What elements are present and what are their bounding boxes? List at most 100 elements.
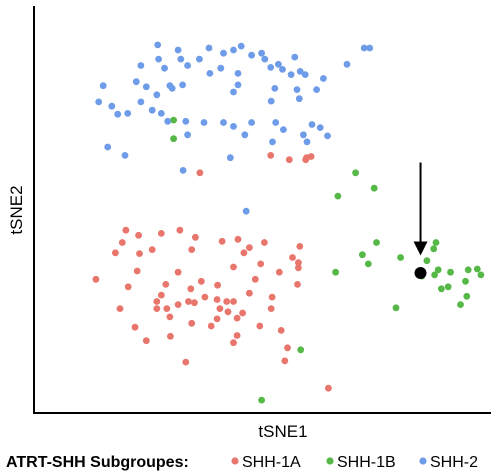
point-shh-1a-25 <box>295 259 302 267</box>
point-shh-1a-14 <box>246 244 253 252</box>
point-shh-1b-13 <box>444 283 452 291</box>
point-shh-1b-7 <box>397 254 404 261</box>
point-shh-2-25 <box>313 86 320 93</box>
point-shh-1a-16 <box>261 239 268 246</box>
point-shh-1a-66 <box>295 264 302 272</box>
point-shh-1a-1 <box>267 152 275 159</box>
point-shh-1a-5 <box>302 156 310 164</box>
point-shh-1a-58 <box>230 339 237 347</box>
legend-swatch-shh-1a <box>231 457 239 465</box>
point-shh-2-65 <box>95 98 103 106</box>
point-shh-2-12 <box>237 42 245 50</box>
point-shh-1a-44 <box>166 313 174 321</box>
point-shh-2-49 <box>220 119 227 126</box>
point-shh-2-20 <box>287 71 295 78</box>
point-shh-2-39 <box>137 98 145 106</box>
point-shh-2-54 <box>280 126 287 133</box>
point-shh-1b-10 <box>432 239 440 246</box>
point-shh-1b-14 <box>464 266 472 274</box>
legend-swatch-shh-1b <box>326 457 334 465</box>
legend-title: ATRT-SHH Subgroupes: <box>6 454 189 471</box>
point-shh-2-19 <box>279 66 286 73</box>
point-shh-2-40 <box>108 102 116 110</box>
point-shh-2-56 <box>300 131 307 139</box>
point-shh-1b-5 <box>373 239 380 246</box>
point-shh-1a-28 <box>257 260 265 268</box>
point-shh-1a-36 <box>157 291 165 299</box>
point-shh-1a-10 <box>135 231 143 239</box>
point-shh-1a-61 <box>277 327 285 334</box>
point-shh-1a-32 <box>124 283 132 291</box>
point-shh-2-3 <box>155 55 163 63</box>
point-shh-1a-18 <box>148 246 156 254</box>
point-shh-1b-4 <box>334 192 342 200</box>
point-shh-2-14 <box>258 49 265 57</box>
point-shh-1a-39 <box>185 298 192 305</box>
point-shh-1a-0 <box>196 169 204 177</box>
point-shh-1a-21 <box>188 246 196 254</box>
point-shh-1a-11 <box>118 239 126 246</box>
point-shh-2-27 <box>293 86 301 93</box>
point-shh-1a-52 <box>213 315 221 323</box>
point-shh-2-44 <box>157 110 165 117</box>
point-shh-2-67 <box>226 154 234 162</box>
point-shh-1a-22 <box>133 267 141 275</box>
point-shh-1a-37 <box>153 305 161 312</box>
point-shh-2-43 <box>148 106 156 114</box>
point-shh-2-11 <box>230 46 237 54</box>
point-shh-2-18 <box>275 60 282 68</box>
point-shh-2-50 <box>230 123 237 130</box>
point-shh-1a-56 <box>142 337 150 345</box>
point-shh-1a-42 <box>201 293 209 301</box>
point-shh-1a-47 <box>213 296 221 303</box>
point-shh-2-35 <box>168 85 176 92</box>
point-shh-1a-67 <box>325 384 332 392</box>
point-shh-1a-71 <box>239 309 247 317</box>
point-shh-2-5 <box>137 62 145 69</box>
point-shh-1a-50 <box>233 314 241 322</box>
point-shh-1b-15 <box>473 265 481 273</box>
point-shh-1b-19 <box>463 292 471 300</box>
point-shh-1a-7 <box>176 226 184 234</box>
legend-label-shh-1a: SHH-1A <box>242 454 301 471</box>
point-shh-1a-51 <box>230 298 237 305</box>
points-layer <box>92 41 485 404</box>
point-shh-1a-41 <box>174 301 182 308</box>
legend-item-shh-2: SHH-2 <box>419 454 478 471</box>
point-shh-1a-27 <box>294 281 301 288</box>
legend: ATRT-SHH Subgroupes: SHH-1A SHH-1B SHH-2 <box>6 454 478 471</box>
point-shh-2-42 <box>124 110 132 117</box>
legend-items: SHH-1A SHH-1B SHH-2 <box>231 454 478 471</box>
point-shh-1a-33 <box>162 281 170 288</box>
point-shh-1a-48 <box>223 298 231 305</box>
point-shh-1a-59 <box>233 332 241 339</box>
point-shh-2-24 <box>320 75 327 82</box>
point-shh-2-10 <box>220 49 227 57</box>
point-shh-2-59 <box>316 124 324 131</box>
point-shh-2-63 <box>366 44 374 52</box>
legend-item-shh-1a: SHH-1A <box>231 454 301 471</box>
point-shh-2-66 <box>121 152 129 159</box>
point-shh-2-45 <box>164 117 172 125</box>
point-shh-1b-1 <box>170 135 178 143</box>
point-shh-1a-54 <box>188 319 196 327</box>
point-shh-1a-62 <box>284 344 291 352</box>
point-shh-2-4 <box>161 64 168 72</box>
point-shh-2-52 <box>248 119 256 126</box>
point-shh-2-32 <box>271 85 279 92</box>
point-shh-1b-25 <box>392 304 400 312</box>
point-shh-1a-31 <box>92 275 100 283</box>
legend-item-shh-1b: SHH-1B <box>326 454 396 471</box>
point-shh-2-61 <box>343 60 351 68</box>
point-shh-2-53 <box>272 119 280 126</box>
point-shh-1a-68 <box>214 281 222 289</box>
point-shh-1a-45 <box>163 305 171 312</box>
legend-label-shh-1b: SHH-1B <box>337 454 396 471</box>
point-shh-1a-23 <box>174 268 182 276</box>
point-shh-2-8 <box>205 44 213 52</box>
point-shh-2-68 <box>242 207 250 215</box>
point-shh-1b-9 <box>423 257 431 265</box>
point-shh-2-2 <box>177 55 185 63</box>
point-shh-2-37 <box>142 83 150 91</box>
